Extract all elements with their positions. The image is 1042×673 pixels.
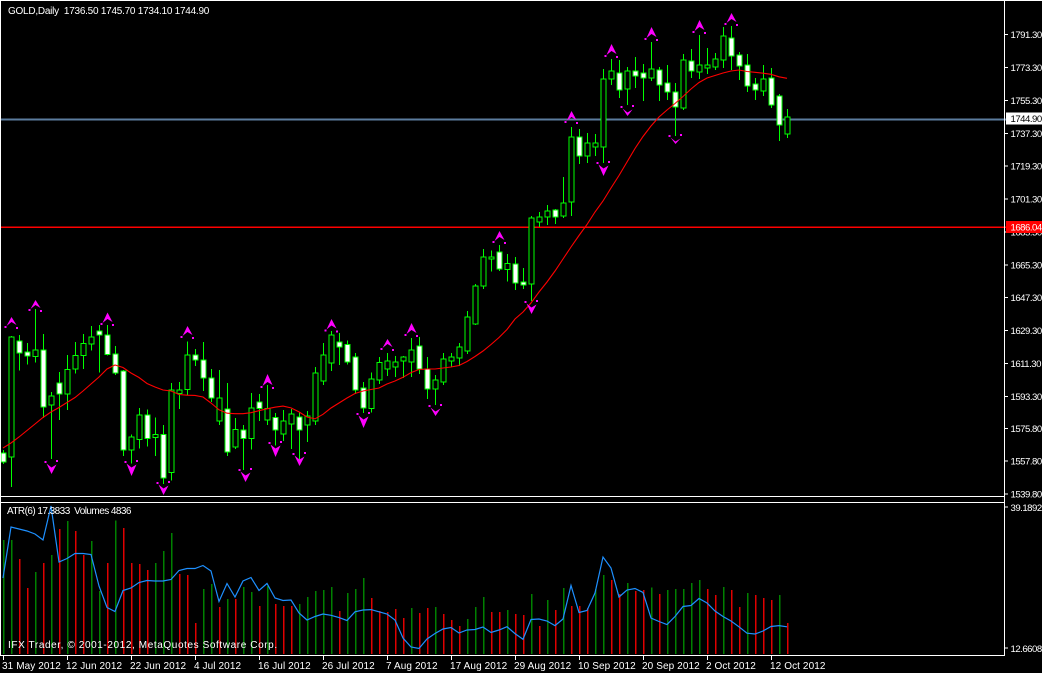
svg-text:10 Sep 2012: 10 Sep 2012 xyxy=(578,661,636,672)
svg-text:1773.30: 1773.30 xyxy=(1011,63,1042,74)
svg-text:ATR(6) 17.3833 Volumes 4836: ATR(6) 17.3833 Volumes 4836 xyxy=(7,506,132,517)
svg-text:17 Aug 2012: 17 Aug 2012 xyxy=(450,661,508,672)
svg-text:IFX Trader, © 2001-2012, MetaQ: IFX Trader, © 2001-2012, MetaQuotes Soft… xyxy=(8,640,278,651)
svg-text:12 Jun 2012: 12 Jun 2012 xyxy=(66,661,122,672)
svg-text:2 Oct 2012: 2 Oct 2012 xyxy=(706,661,756,672)
svg-text:1744.90: 1744.90 xyxy=(1011,114,1042,125)
svg-text:1737.30: 1737.30 xyxy=(1011,129,1042,140)
svg-text:1611.30: 1611.30 xyxy=(1011,359,1042,370)
svg-text:20 Sep 2012: 20 Sep 2012 xyxy=(642,661,700,672)
svg-text:1629.30: 1629.30 xyxy=(1011,326,1042,337)
svg-text:4 Jul 2012: 4 Jul 2012 xyxy=(194,661,241,672)
svg-text:GOLD,Daily 1736.50 1745.70 17: GOLD,Daily 1736.50 1745.70 1734.10 1744.… xyxy=(8,6,210,17)
svg-text:39.1892: 39.1892 xyxy=(1011,503,1042,514)
svg-text:12.6608: 12.6608 xyxy=(1011,644,1042,655)
svg-text:1593.30: 1593.30 xyxy=(1011,392,1042,403)
svg-text:22 Jun 2012: 22 Jun 2012 xyxy=(130,661,186,672)
svg-text:1686.04: 1686.04 xyxy=(1011,223,1042,234)
svg-text:16 Jul 2012: 16 Jul 2012 xyxy=(258,661,311,672)
svg-text:26 Jul 2012: 26 Jul 2012 xyxy=(322,661,375,672)
svg-text:1719.30: 1719.30 xyxy=(1011,162,1042,173)
svg-text:1575.80: 1575.80 xyxy=(1011,424,1042,435)
svg-text:12 Oct 2012: 12 Oct 2012 xyxy=(770,661,826,672)
svg-text:1701.30: 1701.30 xyxy=(1011,195,1042,206)
svg-text:31 May 2012: 31 May 2012 xyxy=(2,661,61,672)
svg-text:1539.80: 1539.80 xyxy=(1011,490,1042,501)
svg-text:1791.30: 1791.30 xyxy=(1011,30,1042,41)
svg-text:1557.80: 1557.80 xyxy=(1011,457,1042,468)
svg-text:1647.30: 1647.30 xyxy=(1011,293,1042,304)
svg-text:7 Aug 2012: 7 Aug 2012 xyxy=(386,661,438,672)
svg-text:29 Aug 2012: 29 Aug 2012 xyxy=(514,661,572,672)
svg-text:1755.30: 1755.30 xyxy=(1011,96,1042,107)
svg-text:1665.30: 1665.30 xyxy=(1011,260,1042,271)
